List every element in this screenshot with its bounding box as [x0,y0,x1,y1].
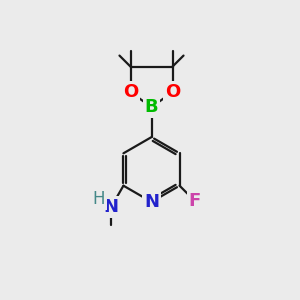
Text: H: H [92,190,105,208]
Text: B: B [145,98,158,116]
Text: F: F [189,192,201,210]
Text: N: N [103,198,118,216]
Text: N: N [144,193,159,211]
Text: O: O [123,83,138,101]
Text: O: O [165,83,180,101]
